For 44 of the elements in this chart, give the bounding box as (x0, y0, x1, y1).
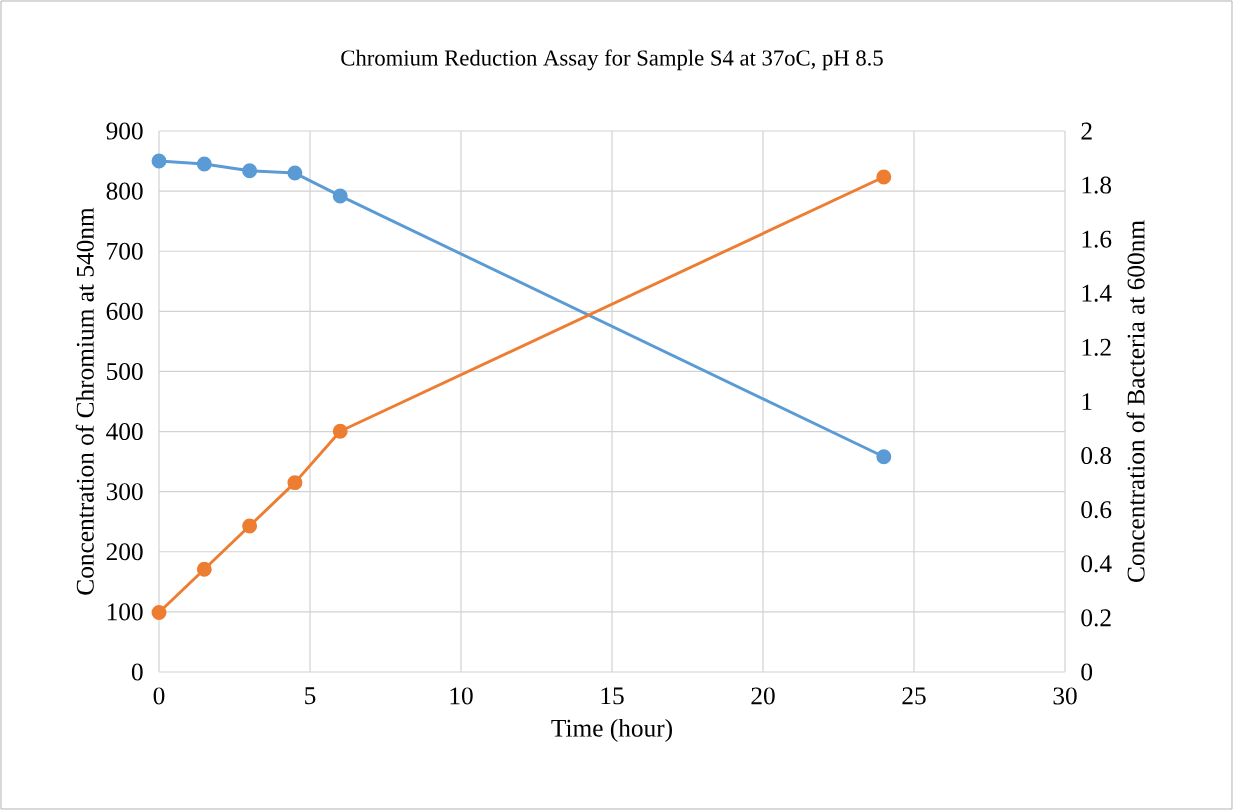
y-tick-label: 100 (107, 603, 143, 621)
x-tick-label: 5 (305, 687, 316, 705)
x-tick-label: 30 (1053, 687, 1077, 705)
point (242, 518, 258, 534)
y2-tick-label: 0.4 (1081, 555, 1112, 573)
y-axis-title: Concentration of Chromium at 540nm (75, 207, 94, 595)
point (876, 169, 892, 185)
y-tick-label: 600 (106, 302, 143, 320)
y2-tick-label: 1.6 (1082, 230, 1112, 248)
y2-axis-title: Concentration of Bacteria at 600nm (1126, 220, 1145, 582)
point (332, 188, 348, 204)
x-tick-label: 25 (902, 687, 926, 705)
y2-tick-label: 1.4 (1082, 284, 1112, 302)
point (287, 475, 303, 491)
point (196, 561, 212, 577)
x-tick-label: 15 (601, 687, 624, 705)
point (287, 165, 303, 181)
y2-tick-label: 0 (1081, 663, 1093, 681)
y2-tick-label: 1.2 (1082, 338, 1111, 356)
point (876, 449, 892, 465)
x-tick-label: 20 (751, 687, 775, 705)
y-tick-label: 0 (131, 663, 143, 681)
y-tick-label: 800 (106, 182, 143, 200)
y-tick-label: 700 (107, 242, 143, 260)
point (151, 605, 167, 620)
y-tick-label: 900 (106, 122, 143, 140)
y-tick-label: 500 (107, 362, 143, 380)
y2-tick-label: 2 (1081, 122, 1092, 140)
y-tick-label: 400 (106, 423, 143, 441)
x-tick-label: 0 (153, 687, 165, 705)
point (196, 156, 212, 172)
point (242, 163, 258, 179)
chart-title: Chromium Reduction Assay for Sample S4 at 37oC, pH 8.5 (341, 49, 883, 71)
y2-tick-label: 1 (1082, 393, 1092, 410)
x-axis-title: Time (hour) (551, 718, 672, 742)
y2-tick-label: 0.2 (1081, 609, 1111, 627)
y-tick-label: 300 (106, 483, 143, 501)
y-tick-label: 200 (106, 543, 143, 561)
y2-tick-label: 0.8 (1081, 447, 1112, 465)
y2-tick-label: 1.8 (1082, 176, 1112, 194)
point (151, 153, 167, 169)
point (332, 423, 348, 439)
y2-tick-label: 0.6 (1081, 501, 1112, 519)
x-tick-label: 10 (450, 687, 473, 705)
